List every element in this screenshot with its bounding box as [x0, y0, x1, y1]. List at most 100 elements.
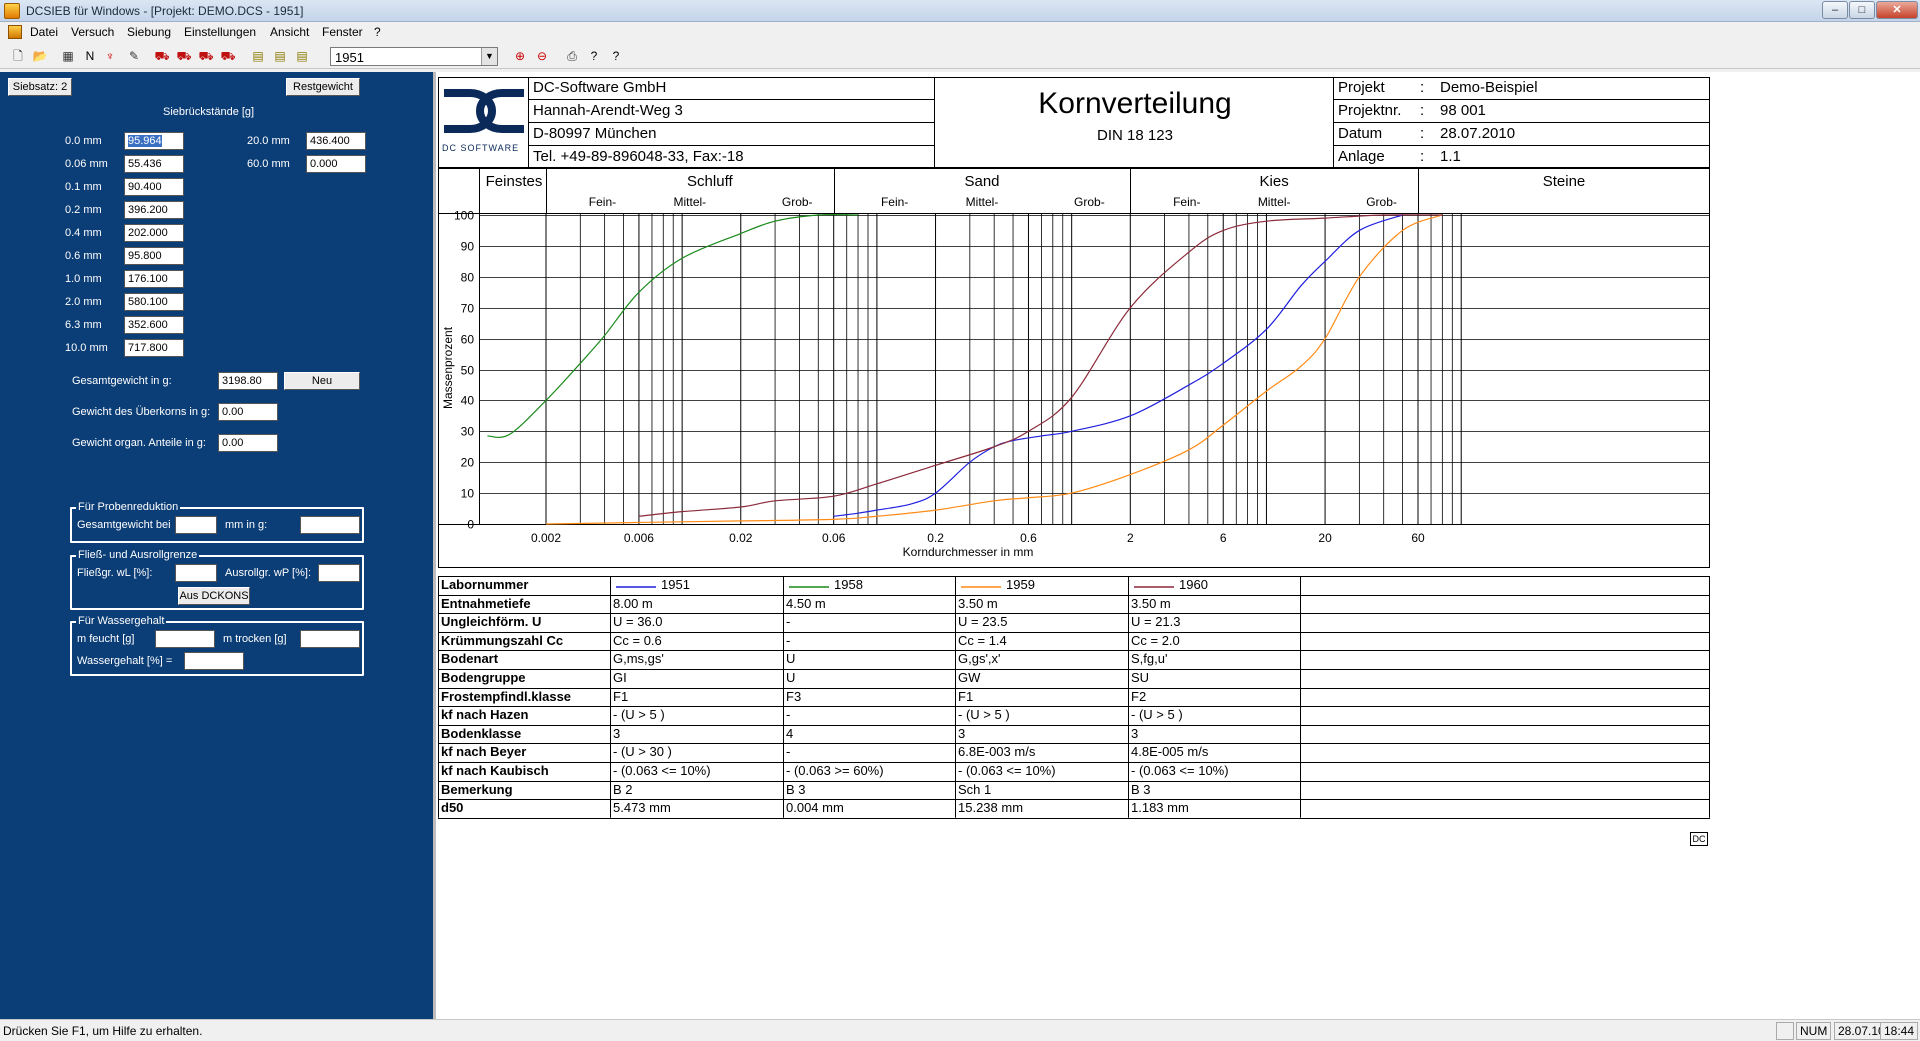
- menu-help[interactable]: ?: [374, 25, 381, 39]
- restgewicht-button[interactable]: Restgewicht: [286, 78, 360, 96]
- sieve-value: 580.100: [128, 296, 168, 308]
- sieve-input[interactable]: 176.100: [124, 270, 184, 288]
- sieve-red-2-icon[interactable]: ⛟: [176, 49, 192, 63]
- sieve-input[interactable]: 436.400: [306, 132, 366, 150]
- table-icon[interactable]: ▦: [62, 49, 74, 63]
- sieve-value: 95.964: [128, 135, 162, 147]
- probenreduktion-g-input[interactable]: [300, 516, 360, 534]
- labnumber-combo[interactable]: 1951 ▼: [330, 47, 498, 66]
- grid-yellow-3-icon[interactable]: ▤: [296, 49, 308, 63]
- table-row-label: Bodengruppe: [441, 670, 526, 685]
- neu-button[interactable]: Neu: [284, 372, 360, 390]
- table-cell: GI: [613, 670, 627, 685]
- fliess-wp-input[interactable]: [318, 564, 360, 582]
- wasser-feucht-input[interactable]: [155, 630, 215, 648]
- probenreduktion-group: Für Probenreduktion Gesamtgewicht bei mm…: [70, 501, 364, 543]
- wasser-wg-input[interactable]: [184, 652, 244, 670]
- sieve-value: 202.000: [128, 227, 168, 239]
- y-tick-label: 20: [461, 456, 475, 470]
- sieve-label: 0.6 mm: [65, 250, 102, 262]
- menu-fenster[interactable]: Fenster: [322, 25, 363, 39]
- close-button[interactable]: ✕: [1876, 1, 1918, 19]
- grid-yellow-2-icon[interactable]: ▤: [274, 49, 286, 63]
- app-icon: [4, 3, 20, 19]
- new-icon[interactable]: 🗋: [13, 49, 23, 63]
- probenreduktion-bei-input[interactable]: [175, 516, 217, 534]
- sieve-input[interactable]: 580.100: [124, 293, 184, 311]
- organ-input[interactable]: 0.00: [218, 434, 278, 452]
- sieve-input-panel: Siebsatz: 2 Restgewicht Siebrückstände […: [0, 72, 433, 1019]
- zoom-out-icon[interactable]: ⊖: [536, 49, 548, 63]
- sieve-input[interactable]: 0.000: [306, 155, 366, 173]
- chevron-down-icon[interactable]: ▼: [481, 48, 497, 65]
- subclass-fein: Fein-: [589, 195, 616, 209]
- document-icon[interactable]: [8, 25, 22, 39]
- sieve-red-1-icon[interactable]: ⛟: [154, 49, 170, 63]
- table-cell: -: [786, 744, 791, 760]
- table-cell: U: [786, 670, 796, 685]
- company-divider: [528, 99, 935, 100]
- subclass-fein: Fein-: [1173, 195, 1200, 209]
- y-tick-label: 60: [461, 333, 475, 347]
- logo-text: DC SOFTWARE: [442, 143, 520, 153]
- sieve-red-3-icon[interactable]: ⛟: [198, 49, 214, 63]
- context-help-icon[interactable]: ?: [612, 49, 620, 63]
- menu-versuch[interactable]: Versuch: [71, 25, 115, 39]
- table-cell: - (0.063 <= 10%): [1131, 763, 1229, 778]
- table-cell: - (0.063 >= 60%): [786, 763, 884, 778]
- x-tick-label: 60: [1411, 531, 1425, 545]
- table-cell: U: [786, 651, 796, 667]
- normal-icon[interactable]: N: [85, 49, 95, 63]
- fliess-title: Fließ- und Ausrollgrenze: [76, 549, 200, 561]
- gesamtgewicht-input[interactable]: 3198.80: [218, 372, 278, 390]
- meta-divider: [1333, 145, 1710, 146]
- sieve-input[interactable]: 202.000: [124, 224, 184, 242]
- grid-yellow-1-icon[interactable]: ▤: [252, 49, 264, 63]
- y-tick-label: 0: [467, 518, 474, 532]
- subclass-grob: Grob-: [782, 195, 813, 209]
- table-cell: G,ms,gs': [613, 651, 664, 667]
- subclass-fein: Fein-: [881, 195, 908, 209]
- help-icon[interactable]: ?: [590, 49, 598, 63]
- table-cell: S,fg,u': [1131, 651, 1168, 667]
- x-tick-label: 6: [1220, 531, 1227, 545]
- antenna-icon[interactable]: ♆: [105, 49, 115, 63]
- sieve-input[interactable]: 717.800: [124, 339, 184, 357]
- aus-dckons-button[interactable]: Aus DCKONS: [178, 587, 250, 605]
- table-cell: 3: [1131, 725, 1139, 741]
- wasser-trocken-input[interactable]: [300, 630, 360, 648]
- menu-einstellungen[interactable]: Einstellungen: [184, 25, 257, 39]
- menu-ansicht[interactable]: Ansicht: [270, 25, 310, 39]
- print-icon[interactable]: ⎙: [567, 49, 577, 63]
- class-sand: Sand: [964, 173, 999, 190]
- sieve-input[interactable]: 95.800: [124, 247, 184, 265]
- minimize-button[interactable]: –: [1822, 1, 1848, 19]
- table-cell: 8.00 m: [613, 595, 653, 611]
- open-icon[interactable]: 📂: [32, 49, 48, 63]
- sieve-value: 90.400: [128, 181, 162, 193]
- pen-icon[interactable]: ✎: [128, 49, 140, 63]
- siebsatz-button[interactable]: Siebsatz: 2: [8, 78, 72, 96]
- subclass-mittel: Mittel-: [966, 195, 999, 209]
- menu-siebung[interactable]: Siebung: [127, 25, 172, 39]
- table-cell: 1958: [834, 577, 863, 592]
- sieve-label: 0.06 mm: [65, 158, 108, 170]
- status-date: 28.07.10: [1834, 1022, 1889, 1040]
- sieve-input[interactable]: 55.436: [124, 155, 184, 173]
- fliess-wl-input[interactable]: [175, 564, 217, 582]
- zoom-in-icon[interactable]: ⊕: [514, 49, 526, 63]
- menu-datei[interactable]: Datei: [30, 25, 59, 39]
- table-cell: 15.238 mm: [958, 800, 1024, 816]
- fliess-wp-label: Ausrollgr. wP [%]:: [225, 567, 311, 579]
- maximize-button[interactable]: □: [1849, 1, 1875, 19]
- sieve-red-4-icon[interactable]: ⛟: [220, 49, 236, 63]
- sieve-input[interactable]: 90.400: [124, 178, 184, 196]
- table-cell: 3: [613, 725, 621, 741]
- sieve-value: 55.436: [128, 158, 162, 170]
- sieve-input[interactable]: 396.200: [124, 201, 184, 219]
- sieve-input[interactable]: 95.964: [124, 132, 184, 150]
- ueberkorn-input[interactable]: 0.00: [218, 403, 278, 421]
- y-tick-label: 90: [461, 240, 475, 254]
- sieve-input[interactable]: 352.600: [124, 316, 184, 334]
- sieve-value: 176.100: [128, 273, 168, 285]
